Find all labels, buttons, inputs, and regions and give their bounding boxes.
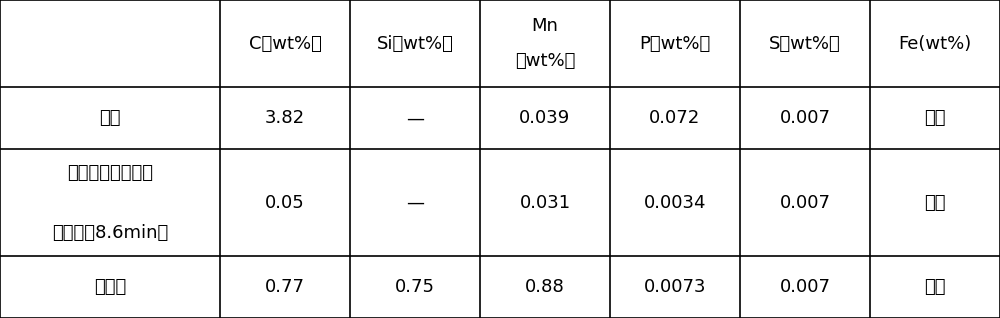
Text: 料并吹炼8.6min后: 料并吹炼8.6min后 — [52, 224, 168, 242]
Text: （wt%）: （wt%） — [515, 52, 575, 70]
Text: —: — — [406, 109, 424, 128]
Text: 3.82: 3.82 — [265, 109, 305, 128]
Text: 余量: 余量 — [924, 278, 946, 296]
Text: 0.88: 0.88 — [525, 278, 565, 296]
Text: 0.0034: 0.0034 — [644, 194, 706, 212]
Text: S（wt%）: S（wt%） — [769, 35, 841, 53]
Text: 0.0073: 0.0073 — [644, 278, 706, 296]
Text: 0.007: 0.007 — [779, 194, 830, 212]
Text: 第二次加入造渣材: 第二次加入造渣材 — [67, 164, 153, 182]
Text: C（wt%）: C（wt%） — [249, 35, 321, 53]
Text: Fe(wt%): Fe(wt%) — [898, 35, 972, 53]
Text: 余量: 余量 — [924, 109, 946, 128]
Text: 0.039: 0.039 — [519, 109, 571, 128]
Text: 余量: 余量 — [924, 194, 946, 212]
Text: 半锂: 半锂 — [99, 109, 121, 128]
Text: 0.77: 0.77 — [265, 278, 305, 296]
Text: 成品锂: 成品锂 — [94, 278, 126, 296]
Text: Mn: Mn — [532, 17, 558, 35]
Text: P（wt%）: P（wt%） — [639, 35, 711, 53]
Text: 0.031: 0.031 — [519, 194, 571, 212]
Text: 0.05: 0.05 — [265, 194, 305, 212]
Text: 0.75: 0.75 — [395, 278, 435, 296]
Text: Si（wt%）: Si（wt%） — [377, 35, 453, 53]
Text: —: — — [406, 194, 424, 212]
Text: 0.007: 0.007 — [779, 278, 830, 296]
Text: 0.007: 0.007 — [779, 109, 830, 128]
Text: 0.072: 0.072 — [649, 109, 701, 128]
